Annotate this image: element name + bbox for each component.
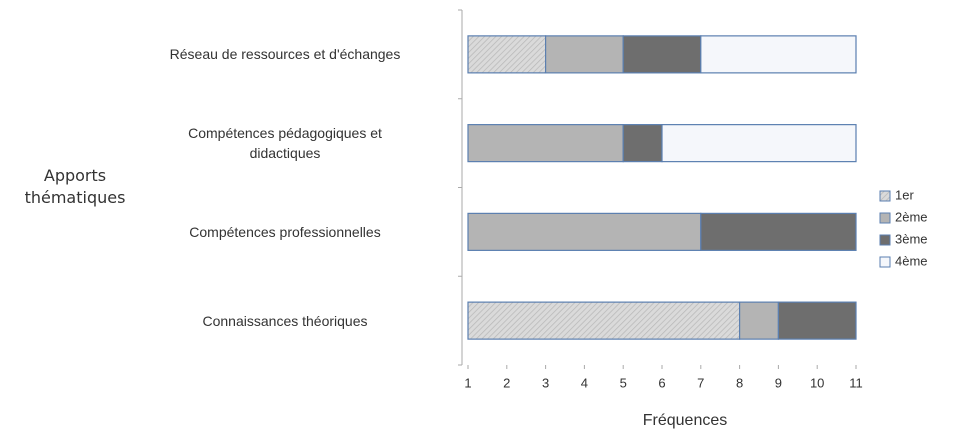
legend-label: 2ème (895, 209, 928, 224)
bar-segment (544, 35, 624, 74)
x-tick-label: 3 (542, 375, 549, 390)
x-tick-label: 8 (736, 375, 743, 390)
bar-segment (738, 301, 779, 340)
bar-segment (622, 124, 663, 163)
bar-segment (467, 35, 547, 74)
x-axis-title: Fréquences (643, 412, 728, 429)
bar-segment (661, 124, 857, 163)
x-tick-label: 4 (581, 375, 588, 390)
legend-label: 4ème (895, 253, 928, 268)
x-tick-label: 10 (810, 375, 824, 390)
bar-segment (467, 301, 741, 340)
x-tick-label: 1 (464, 375, 471, 390)
category-label: Réseau de ressources et d'échanges (169, 46, 401, 63)
bar-segment (622, 35, 702, 74)
bar-segment (777, 301, 857, 340)
bar-segment (467, 212, 702, 251)
legend-label: 3ème (895, 231, 928, 246)
legend-swatch (879, 256, 891, 268)
x-tick-label: 2 (503, 375, 510, 390)
bar-segment (700, 35, 857, 74)
x-tick-label: 5 (620, 375, 627, 390)
legend-swatch (879, 212, 891, 224)
x-tick-label: 9 (775, 375, 782, 390)
legend-label: 1er (895, 187, 914, 202)
legend-swatch (879, 234, 891, 246)
bar-segment (467, 124, 624, 163)
legend-swatch (879, 190, 891, 202)
y-axis-title: Apports thématiques (24, 166, 126, 207)
x-tick-label: 6 (658, 375, 665, 390)
category-label: Compétences pédagogiques et didactiques (188, 125, 382, 162)
bar-segment (700, 212, 857, 251)
x-tick-label: 7 (697, 375, 704, 390)
category-label: Connaissances théoriques (202, 312, 368, 329)
category-label: Compétences professionnelles (189, 223, 381, 240)
x-tick-label: 11 (849, 375, 863, 390)
